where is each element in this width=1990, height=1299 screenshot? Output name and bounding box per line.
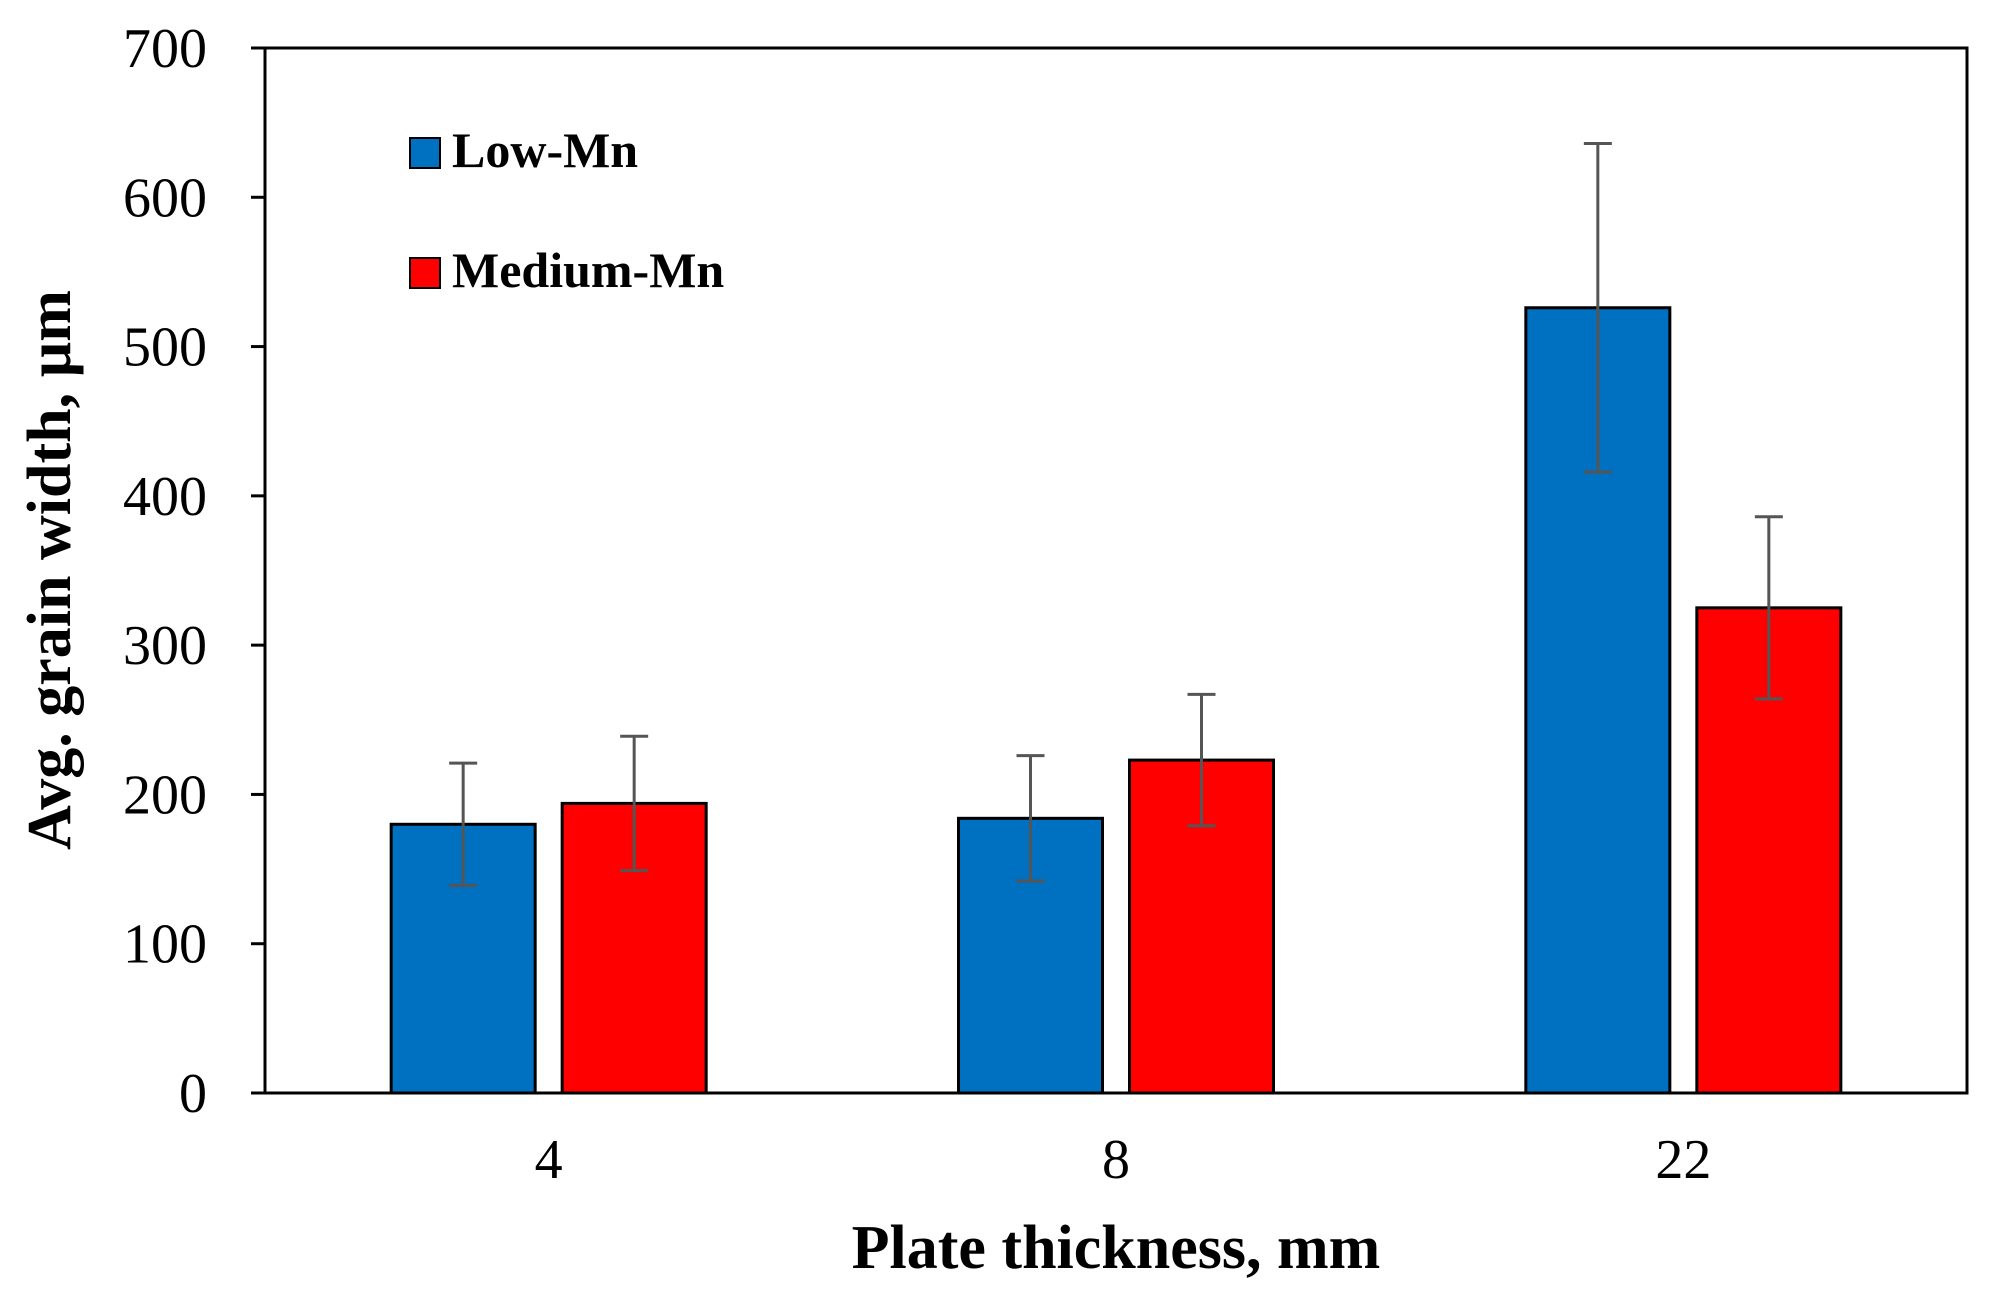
y-tick-label: 100	[123, 914, 207, 976]
x-tick-label: 22	[1655, 1129, 1711, 1191]
legend: Low-Mn Medium-Mn	[409, 122, 724, 298]
y-tick-label: 200	[123, 764, 207, 826]
y-axis-title: Avg. grain width, µm	[16, 290, 84, 850]
y-tick-label: 0	[179, 1063, 207, 1125]
x-axis-title: Plate thickness, mm	[852, 1214, 1381, 1282]
legend-label-low-mn: Low-Mn	[452, 122, 638, 178]
legend-swatch-medium-mn	[409, 257, 441, 289]
error-bars	[449, 142, 1783, 887]
bars	[389, 306, 1843, 1095]
y-tick-label: 700	[123, 18, 207, 80]
y-tick-label: 300	[123, 615, 207, 677]
y-axis-ticks: 0 100 200 300 400 500 600 700	[123, 18, 265, 1125]
legend-swatch-low-mn	[409, 137, 441, 169]
x-axis-tick-labels: 4 8 22	[535, 1129, 1712, 1191]
y-tick-label: 500	[123, 317, 207, 379]
y-tick-label: 600	[123, 167, 207, 229]
x-tick-label: 4	[535, 1129, 563, 1191]
bar-medium-mn-8	[1128, 758, 1275, 1095]
legend-label-medium-mn: Medium-Mn	[452, 242, 724, 298]
x-tick-label: 8	[1102, 1129, 1130, 1191]
plot-frame	[263, 46, 1969, 1095]
y-tick-label: 400	[123, 466, 207, 528]
